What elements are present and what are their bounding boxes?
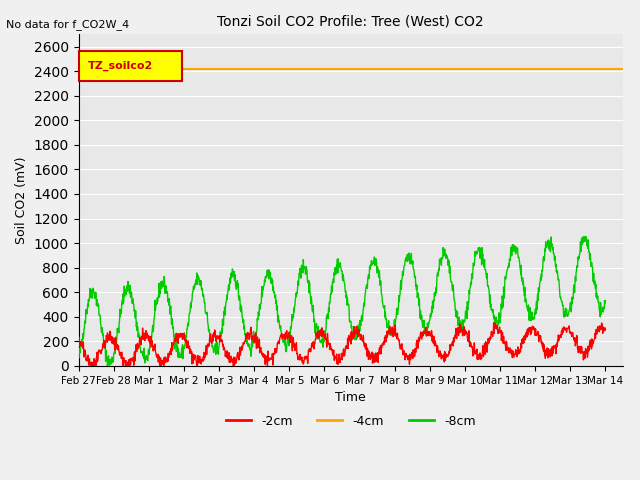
Text: No data for f_CO2W_4: No data for f_CO2W_4 xyxy=(6,19,130,30)
Text: TZ_soilco2: TZ_soilco2 xyxy=(88,60,154,71)
Title: Tonzi Soil CO2 Profile: Tree (West) CO2: Tonzi Soil CO2 Profile: Tree (West) CO2 xyxy=(218,15,484,29)
FancyBboxPatch shape xyxy=(79,51,182,81)
X-axis label: Time: Time xyxy=(335,391,366,404)
Y-axis label: Soil CO2 (mV): Soil CO2 (mV) xyxy=(15,156,28,244)
Legend: -2cm, -4cm, -8cm: -2cm, -4cm, -8cm xyxy=(221,409,481,432)
